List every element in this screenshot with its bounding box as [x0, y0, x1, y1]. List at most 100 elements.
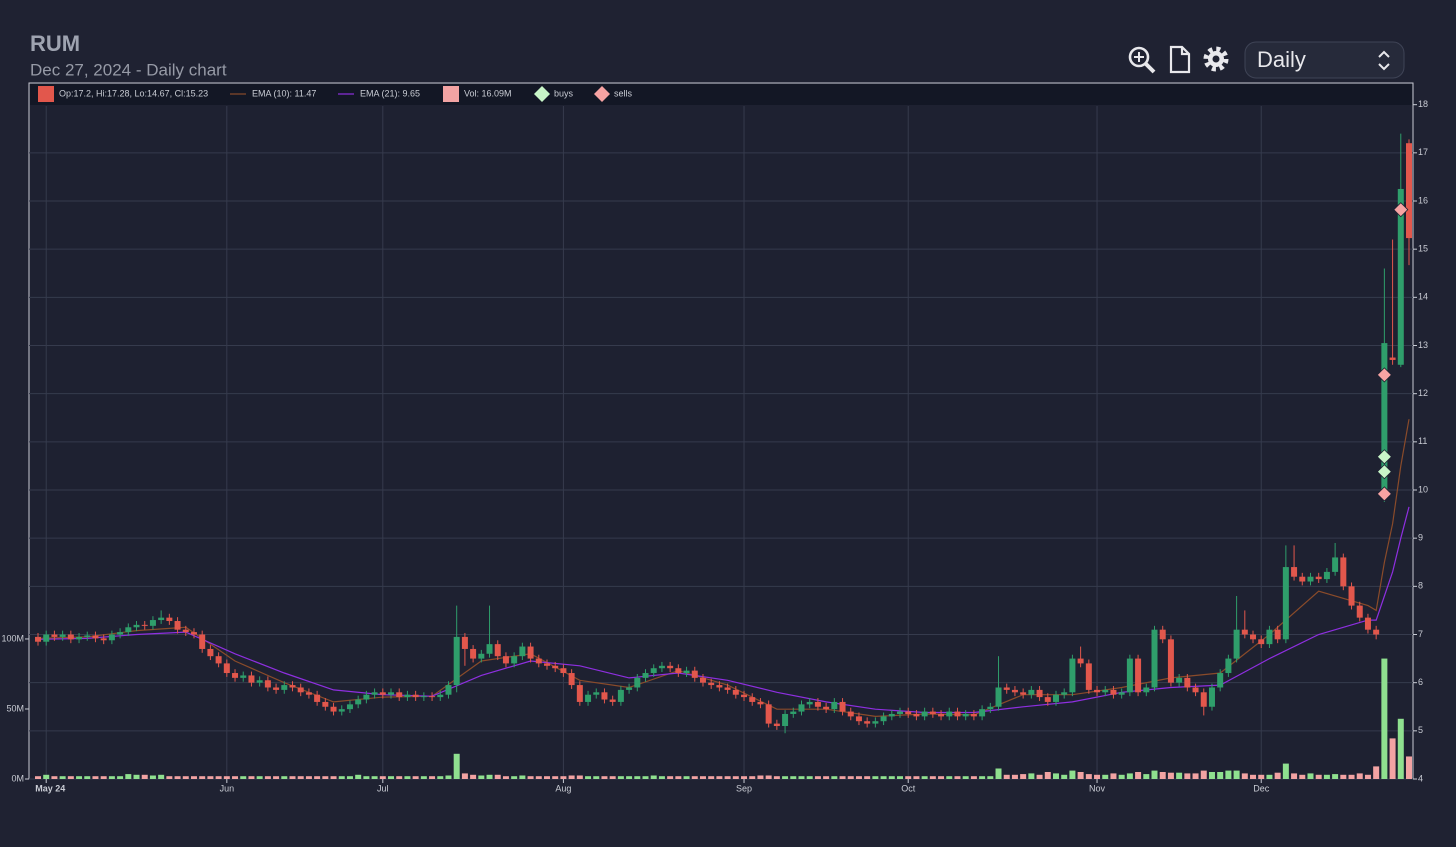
candle-body: [831, 701, 838, 710]
volume-bar: [864, 776, 871, 779]
volume-bar: [117, 776, 124, 779]
volume-bar: [823, 776, 830, 779]
candle-body: [429, 696, 436, 698]
candle-body: [355, 699, 362, 705]
volume-bar: [396, 776, 403, 779]
candle-body: [240, 675, 247, 678]
candle-body: [609, 699, 616, 702]
volume-bar: [1094, 774, 1101, 779]
candle-body: [1118, 692, 1125, 695]
candle-body: [1200, 692, 1207, 707]
y-tick-label: 18: [1418, 99, 1428, 109]
y-tick-label: 8: [1418, 581, 1423, 591]
volume-bar: [1258, 774, 1265, 779]
volume-bar: [741, 776, 748, 779]
candle-body: [724, 687, 731, 690]
candle-body: [215, 656, 222, 664]
candle-body: [470, 648, 477, 659]
volume-bar: [1102, 774, 1109, 779]
candle-body: [1020, 692, 1027, 695]
candle-body: [1389, 357, 1396, 360]
candle-body: [667, 665, 674, 669]
volume-bar: [724, 776, 731, 779]
y-tick-label: 15: [1418, 244, 1428, 254]
volume-bar: [576, 775, 583, 779]
volume-bar: [1332, 774, 1339, 779]
volume-bar: [749, 776, 756, 779]
legend-swatch: [443, 86, 459, 102]
candle-body: [757, 701, 764, 705]
candle-body: [59, 634, 66, 637]
trade-marker: [1376, 367, 1392, 383]
candle-body: [634, 677, 641, 688]
candle-body: [1282, 567, 1289, 640]
period-select[interactable]: Daily: [1244, 41, 1405, 79]
candle-body: [642, 673, 649, 678]
candle-body: [995, 687, 1002, 707]
candle-body: [117, 632, 124, 635]
candle-body: [1250, 634, 1257, 640]
export-icon[interactable]: [1169, 45, 1191, 74]
volume-bar: [732, 776, 739, 779]
volume-bar: [232, 776, 239, 779]
legend-label: EMA (10): 11.47: [252, 88, 316, 98]
volume-bar: [223, 776, 230, 779]
volume-bar: [248, 776, 255, 779]
volume-bar: [92, 776, 99, 779]
candle-body: [338, 709, 345, 712]
volume-bar: [1373, 766, 1380, 779]
volume-bar: [1020, 774, 1027, 779]
y-tick-label: 16: [1418, 195, 1428, 205]
candle-body: [281, 685, 288, 690]
volume-bar: [149, 775, 156, 779]
candle-body: [141, 624, 148, 626]
volume-bar: [133, 774, 140, 779]
volume-bar: [1052, 773, 1059, 779]
volume-bar: [585, 776, 592, 779]
volume-bar: [683, 776, 690, 779]
candle-body: [888, 713, 895, 717]
candle-body: [814, 701, 821, 707]
volume-bar: [215, 776, 222, 779]
volume-bar: [560, 776, 567, 779]
candle-body: [1184, 677, 1191, 688]
volume-bar: [1028, 773, 1035, 779]
candle-body: [108, 634, 115, 641]
x-tick-label: Aug: [555, 783, 571, 793]
y-tick-label: 6: [1418, 677, 1423, 687]
volume-bar: [166, 776, 173, 779]
y-tick-label: 11: [1418, 436, 1427, 446]
candle-body: [552, 665, 559, 669]
volume-bar: [158, 774, 165, 779]
volume-bar: [1110, 773, 1117, 779]
candle-body: [897, 711, 904, 714]
candle-body: [199, 634, 206, 649]
volume-bar: [979, 776, 986, 779]
volume-bar: [650, 775, 657, 779]
y-tick-label: 14: [1418, 292, 1428, 302]
candle-body: [223, 663, 230, 674]
legend-label: Vol: 16.09M: [464, 88, 512, 98]
volume-bar: [199, 776, 206, 779]
volume-bar: [798, 776, 805, 779]
volume-bar: [905, 776, 912, 779]
candle-body: [256, 680, 263, 683]
period-select-value[interactable]: Daily: [1257, 47, 1306, 72]
candle-body: [601, 692, 608, 700]
volume-bar: [322, 776, 329, 779]
candle-body: [404, 694, 411, 698]
volume-bar: [1200, 770, 1207, 779]
candle-body: [1036, 689, 1043, 698]
zoom-icon[interactable]: [1128, 46, 1156, 74]
candle-body: [675, 668, 682, 674]
volume-bar: [1176, 772, 1183, 779]
x-tick-label: Sep: [736, 783, 752, 793]
candle-body: [1044, 697, 1051, 702]
volume-bar: [814, 776, 821, 779]
candle-body: [1381, 343, 1388, 491]
volume-bar: [1282, 763, 1289, 779]
volume-bar: [1389, 738, 1396, 779]
candle-body: [1233, 629, 1240, 659]
candle-body: [264, 680, 271, 688]
settings-icon[interactable]: [1203, 46, 1229, 72]
